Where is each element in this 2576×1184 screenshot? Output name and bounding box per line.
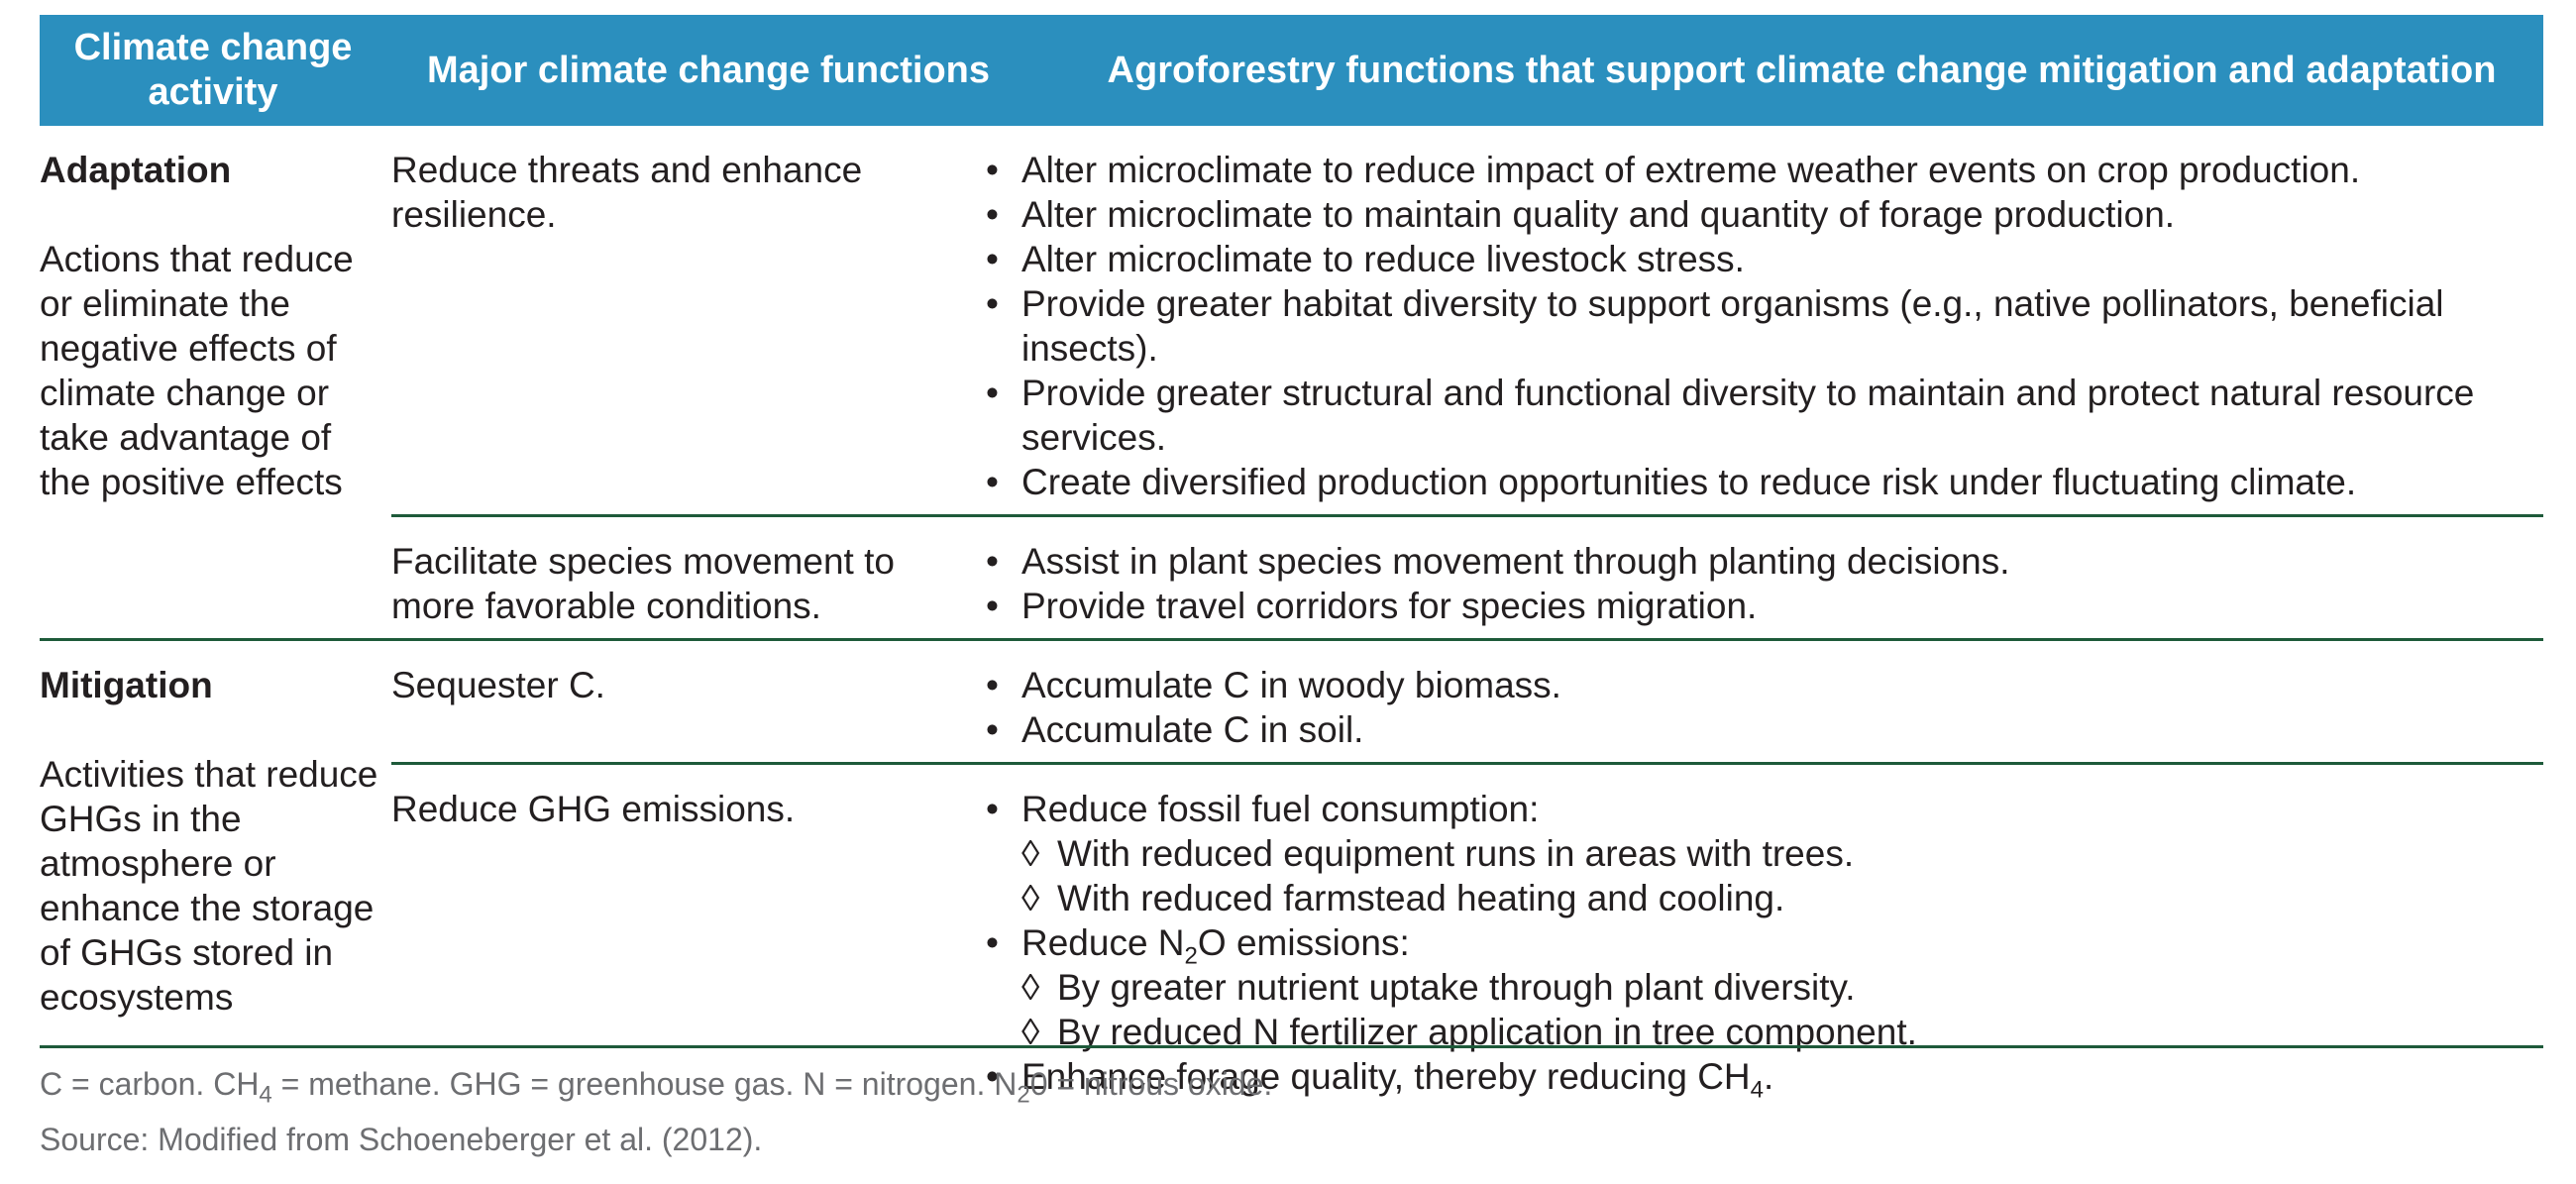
list-item: • Assist in plant species movement throug… — [986, 541, 2010, 582]
sub-list-item: ◊ By greater nutrient uptake through plan… — [1021, 967, 1856, 1008]
function-cell: Reduce GHG emissions. — [391, 789, 796, 829]
bullet-icon: • — [986, 541, 999, 582]
diamond-icon: ◊ — [1021, 1012, 1040, 1052]
header-agroforestry: Agroforestry functions that support clim… — [1107, 49, 2497, 91]
mitigation-section: Mitigation Activities that reduce GHGs i… — [40, 638, 2543, 1109]
mitigation-description: Activities that reduce GHGs in the atmos… — [40, 754, 378, 1018]
abbreviations-note: C = carbon. CH4 = methane. GHG = greenho… — [40, 1066, 1273, 1109]
sub-list-item: ◊ With reduced farmstead heating and cool… — [1021, 878, 1785, 918]
bullet-icon: • — [986, 283, 999, 324]
table-row: Sequester C. • Accumulate C in woody biom… — [391, 641, 2543, 762]
function-cell: Facilitate species movement to more favo… — [391, 541, 895, 626]
diamond-icon: ◊ — [1021, 833, 1040, 874]
list-item: • Accumulate C in woody biomass. — [986, 665, 1561, 705]
diamond-icon: ◊ — [1021, 967, 1040, 1008]
function-cell: Reduce threats and enhance resilience. — [391, 150, 863, 235]
bullet-icon: • — [986, 373, 999, 413]
table-row: Reduce GHG emissions. • Reduce fossil fue… — [391, 762, 2543, 1109]
climate-table: Climate change activity Major climate ch… — [40, 15, 2543, 1109]
bullet-icon: • — [986, 1056, 999, 1097]
list-item: • Alter microclimate to maintain quality … — [986, 194, 2176, 235]
bullet-list: • Alter microclimate to reduce impact of … — [986, 148, 2543, 504]
header-activity: Climate change activity — [73, 27, 353, 113]
adaptation-title: Adaptation — [40, 150, 232, 190]
list-item: • Alter microclimate to reduce livestock … — [986, 239, 1745, 279]
bullet-icon: • — [986, 709, 999, 750]
list-item: • Reduce N2O emissions: — [986, 922, 1410, 970]
list-item: • Provide greater habitat diversity to su… — [986, 283, 2444, 369]
bullet-icon: • — [986, 150, 999, 190]
bullet-list: • Assist in plant species movement throug… — [986, 539, 2543, 628]
list-item: • Alter microclimate to reduce impact of … — [986, 150, 2361, 190]
sub-list-item: ◊ With reduced equipment runs in areas wi… — [1021, 833, 1855, 874]
diamond-icon: ◊ — [1021, 878, 1040, 918]
bullet-list: • Accumulate C in woody biomass. • Accumul… — [986, 663, 2543, 752]
table-row: Facilitate species movement to more favo… — [391, 514, 2543, 638]
list-item: • Reduce fossil fuel consumption: — [986, 789, 1540, 829]
list-item: • Enhance forage quality, thereby reducin… — [986, 1056, 1774, 1104]
list-item: • Provide travel corridors for species mi… — [986, 586, 1758, 626]
list-item: • Accumulate C in soil. — [986, 709, 1364, 750]
list-item: • Provide greater structural and function… — [986, 373, 2475, 458]
list-item: • Create diversified production opportuni… — [986, 462, 2357, 502]
adaptation-section: Adaptation Actions that reduce or elimin… — [40, 126, 2543, 638]
header-functions: Major climate change functions — [427, 49, 990, 91]
bullet-icon: • — [986, 194, 999, 235]
table-row: Reduce threats and enhance resilience. •… — [391, 126, 2543, 514]
bullet-icon: • — [986, 922, 999, 963]
function-cell: Sequester C. — [391, 665, 605, 705]
adaptation-description: Actions that reduce or eliminate the neg… — [40, 239, 354, 502]
bullet-icon: • — [986, 789, 999, 829]
bullet-list: • Reduce fossil fuel consumption: ◊ With r… — [986, 787, 2543, 1104]
bullet-icon: • — [986, 665, 999, 705]
table-footnotes: C = carbon. CH4 = methane. GHG = greenho… — [40, 1045, 2543, 1159]
table-header: Climate change activity Major climate ch… — [40, 15, 2543, 126]
bullet-icon: • — [986, 586, 999, 626]
mitigation-cell: Mitigation Activities that reduce GHGs i… — [40, 641, 391, 1109]
bullet-icon: • — [986, 462, 999, 502]
bullet-icon: • — [986, 239, 999, 279]
source-note: Source: Modified from Schoeneberger et a… — [40, 1122, 763, 1157]
adaptation-cell: Adaptation Actions that reduce or elimin… — [40, 126, 391, 638]
mitigation-title: Mitigation — [40, 665, 213, 705]
